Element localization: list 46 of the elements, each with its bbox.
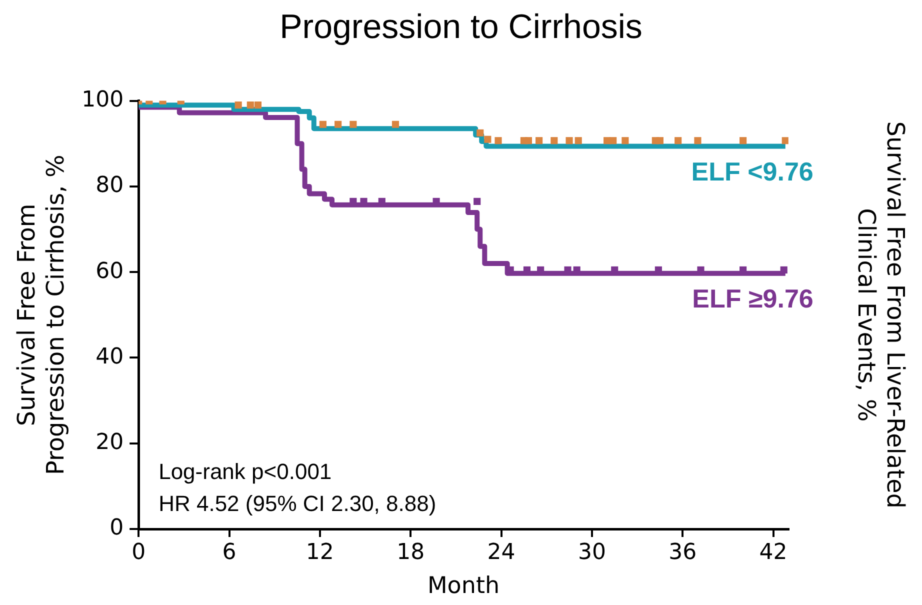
point: [740, 137, 747, 144]
point: [234, 102, 242, 109]
point: [254, 102, 262, 109]
x-axis-title: Month: [427, 573, 500, 600]
y-axis-title: Survival Free From Progression to Cirrhosis, %: [12, 154, 70, 476]
x-tick-label: 0: [132, 540, 146, 565]
x-tick-label: 30: [578, 540, 606, 565]
point: [476, 129, 484, 136]
y-tick-label: 100: [82, 88, 124, 113]
point: [536, 137, 543, 144]
point: [494, 137, 502, 144]
point: [246, 102, 254, 109]
series-label: ELF <9.76: [691, 156, 814, 186]
point: [524, 137, 532, 144]
point: [319, 120, 326, 128]
point: [674, 137, 682, 144]
y-tick-label: 20: [96, 430, 124, 456]
series-label: ELF ≥9.76: [692, 284, 814, 314]
point: [350, 120, 357, 128]
point: [782, 137, 788, 144]
y-tick-label: 60: [96, 258, 124, 284]
chart-title: Progression to Cirrhosis: [280, 8, 642, 46]
x-tick-label: 6: [222, 540, 236, 565]
point: [780, 266, 788, 274]
y2-axis-title: Survival Free From Liver-Related Clinical Events, %: [852, 121, 910, 508]
point: [566, 137, 573, 144]
point: [656, 137, 664, 144]
point: [622, 137, 629, 144]
x-tick-label: 24: [487, 540, 516, 565]
x-tick-label: 42: [759, 540, 788, 565]
point: [334, 120, 342, 128]
y-tick-label: 40: [96, 344, 124, 370]
point: [550, 137, 558, 144]
point: [694, 137, 702, 144]
x-tick-label: 36: [668, 540, 697, 565]
x-tick-label: 12: [306, 540, 334, 565]
y-tick-label: 0: [110, 516, 124, 541]
point: [484, 136, 492, 143]
y-tick-label: 80: [96, 173, 124, 198]
point: [474, 198, 481, 205]
x-tick-label: 18: [396, 540, 425, 565]
annotation: Log-rank p<0.001: [158, 459, 332, 484]
point: [574, 137, 582, 144]
point: [392, 120, 400, 128]
point: [610, 137, 617, 144]
annotation: HR 4.52 (95% CI 2.30, 8.88): [158, 491, 436, 516]
